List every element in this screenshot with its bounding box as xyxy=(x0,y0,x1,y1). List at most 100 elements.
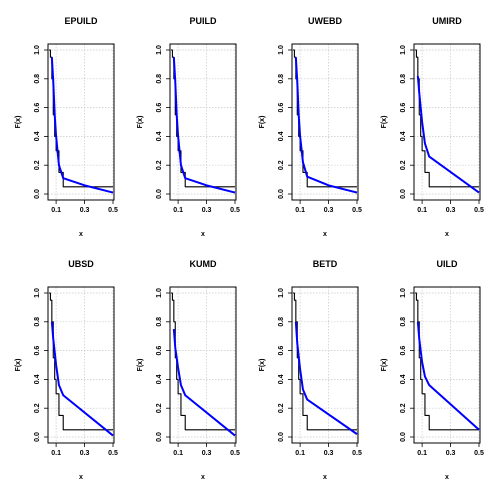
y-tick-label: 1.0 xyxy=(156,45,163,55)
y-tick-label: 0.4 xyxy=(278,131,285,141)
y-tick-label: 0.2 xyxy=(34,403,41,413)
y-tick-label: 0.8 xyxy=(278,317,285,327)
y-tick-label: 0.2 xyxy=(156,403,163,413)
x-axis-label: x xyxy=(201,474,205,481)
panel-title: KUMD xyxy=(190,259,217,269)
y-tick-label: 0.2 xyxy=(34,160,41,170)
y-tick-label: 0.2 xyxy=(400,403,407,413)
fitted-cdf-line xyxy=(416,75,480,194)
x-tick-label: 0.3 xyxy=(80,207,90,214)
plot-frame xyxy=(291,286,359,444)
y-tick-label: 0.0 xyxy=(278,189,285,199)
y-tick-label: 0.6 xyxy=(156,103,163,113)
y-tick-label: 0.0 xyxy=(34,189,41,199)
y-tick-label: 0.4 xyxy=(400,131,407,141)
fitted-cdf-line xyxy=(50,321,114,437)
y-tick-label: 0.6 xyxy=(400,103,407,113)
x-tick-label: 0.1 xyxy=(173,207,183,214)
y-tick-label: 0.4 xyxy=(156,374,163,384)
panel-title: EPUILD xyxy=(64,16,98,26)
y-tick-label: 0.6 xyxy=(400,346,407,356)
plot-frame xyxy=(169,286,237,444)
plot-frame xyxy=(413,43,481,201)
panel-title: PUILD xyxy=(190,16,218,26)
empirical-cdf-line xyxy=(49,292,113,431)
empirical-cdf-line xyxy=(171,292,235,431)
empirical-cdf-line xyxy=(415,292,479,431)
y-tick-label: 0.4 xyxy=(34,374,41,384)
x-axis-label: x xyxy=(445,231,449,238)
x-tick-label: 0.3 xyxy=(202,207,212,214)
y-axis-label: F(x) xyxy=(381,116,388,129)
y-axis-label: F(x) xyxy=(137,359,144,372)
x-tick-label: 0.1 xyxy=(51,450,61,457)
fitted-cdf-line xyxy=(50,57,114,194)
y-tick-label: 0.6 xyxy=(156,346,163,356)
y-tick-label: 0.0 xyxy=(156,189,163,199)
y-tick-label: 0.4 xyxy=(156,131,163,141)
x-tick-label: 0.1 xyxy=(295,207,305,214)
empirical-cdf-line xyxy=(415,49,479,188)
plot-frame xyxy=(47,286,115,444)
plot-frame xyxy=(413,286,481,444)
y-tick-label: 0.6 xyxy=(34,103,41,113)
y-tick-label: 0.6 xyxy=(34,346,41,356)
y-tick-label: 0.4 xyxy=(278,374,285,384)
x-tick-label: 0.1 xyxy=(417,207,427,214)
y-tick-label: 0.6 xyxy=(278,103,285,113)
x-tick-label: 0.1 xyxy=(173,450,183,457)
x-tick-label: 0.1 xyxy=(295,450,305,457)
y-tick-label: 0.2 xyxy=(400,160,407,170)
y-tick-label: 0.0 xyxy=(156,432,163,442)
panel-title: UBSD xyxy=(68,259,94,269)
y-tick-label: 0.4 xyxy=(34,131,41,141)
y-tick-label: 0.0 xyxy=(34,432,41,442)
y-tick-label: 0.2 xyxy=(278,160,285,170)
y-axis-label: F(x) xyxy=(137,116,144,129)
y-tick-label: 0.2 xyxy=(156,160,163,170)
x-tick-label: 0.5 xyxy=(108,207,118,214)
x-tick-label: 0.1 xyxy=(417,450,427,457)
fitted-cdf-line xyxy=(172,328,236,437)
y-axis-label: F(x) xyxy=(15,359,22,372)
y-tick-label: 0.8 xyxy=(400,317,407,327)
x-axis-label: x xyxy=(323,231,327,238)
panel-title: BETD xyxy=(313,259,338,269)
y-tick-label: 0.0 xyxy=(400,432,407,442)
x-tick-label: 0.5 xyxy=(230,207,240,214)
y-tick-label: 1.0 xyxy=(400,288,407,298)
plot-frame xyxy=(47,43,115,201)
y-tick-label: 0.8 xyxy=(34,317,41,327)
y-axis-label: F(x) xyxy=(15,116,22,129)
fitted-cdf-line xyxy=(294,321,358,435)
x-tick-label: 0.5 xyxy=(474,207,484,214)
y-tick-label: 1.0 xyxy=(278,45,285,55)
panel-title: UWEBD xyxy=(308,16,342,26)
x-axis-label: x xyxy=(323,474,327,481)
fitted-cdf-line xyxy=(172,57,236,194)
x-tick-label: 0.5 xyxy=(352,450,362,457)
panel-title: UMIRD xyxy=(432,16,462,26)
x-tick-label: 0.3 xyxy=(446,207,456,214)
y-tick-label: 0.4 xyxy=(400,374,407,384)
y-tick-label: 0.8 xyxy=(156,74,163,84)
y-axis-label: F(x) xyxy=(259,359,266,372)
x-tick-label: 0.3 xyxy=(80,450,90,457)
y-tick-label: 0.8 xyxy=(400,74,407,84)
y-tick-label: 1.0 xyxy=(156,288,163,298)
y-tick-label: 0.8 xyxy=(156,317,163,327)
x-axis-label: x xyxy=(79,474,83,481)
y-tick-label: 0.8 xyxy=(34,74,41,84)
x-tick-label: 0.3 xyxy=(324,450,334,457)
y-axis-label: F(x) xyxy=(381,359,388,372)
fitted-cdf-line xyxy=(294,57,358,194)
x-tick-label: 0.3 xyxy=(446,450,456,457)
y-tick-label: 0.2 xyxy=(278,403,285,413)
y-tick-label: 0.6 xyxy=(278,346,285,356)
y-tick-label: 1.0 xyxy=(34,45,41,55)
y-tick-label: 0.0 xyxy=(278,432,285,442)
x-tick-label: 0.5 xyxy=(108,450,118,457)
empirical-cdf-line xyxy=(293,49,357,188)
plot-frame xyxy=(169,43,237,201)
x-tick-label: 0.1 xyxy=(51,207,61,214)
